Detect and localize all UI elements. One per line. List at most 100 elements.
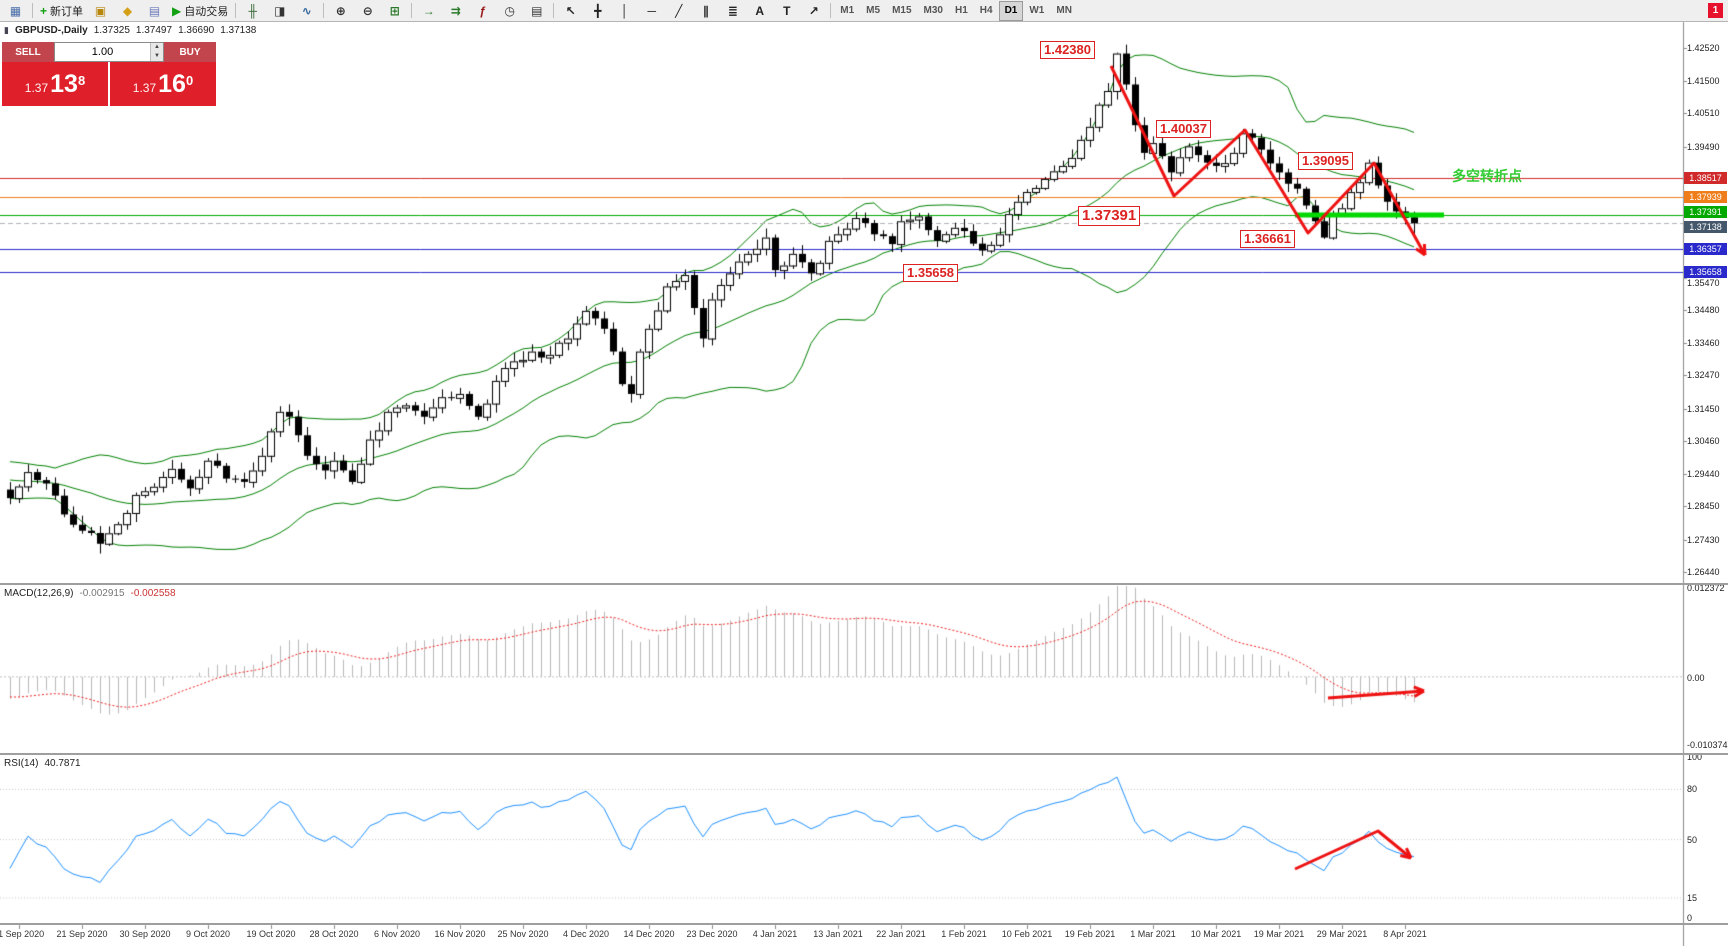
timeframe-button-h1[interactable]: H1: [954, 5, 968, 16]
bar-chart-icon: ╫: [248, 3, 257, 18]
candlestick-chart-icon: ◨: [274, 3, 286, 18]
volume-input[interactable]: [55, 43, 150, 61]
time-axis-label: 13 Jan 2021: [813, 929, 863, 939]
main-macd-splitter[interactable]: [0, 583, 1728, 585]
one-click-header: SELL ▲ ▼ BUY: [2, 42, 216, 62]
bar-chart-icon[interactable]: ╫: [239, 1, 266, 21]
timeframe-button-m15[interactable]: M15: [892, 5, 912, 16]
turning-point-label[interactable]: 多空转折点: [1452, 168, 1522, 184]
new-order-button: +: [40, 3, 48, 18]
timeframe-button-mn[interactable]: MN: [1056, 5, 1072, 16]
symbol-name: GBPUSD-,Daily: [14, 25, 88, 36]
price-tag-135658[interactable]: 1.35658: [903, 264, 958, 282]
periods-icon[interactable]: ◷: [496, 1, 523, 21]
chart-shift-icon[interactable]: ⇉: [442, 1, 469, 21]
toolbar-separator: [553, 3, 555, 18]
crosshair-icon[interactable]: ╋: [584, 1, 611, 21]
price-axis-label: 1.33460: [1687, 338, 1720, 349]
autotrading-button-label: 自动交易: [184, 5, 229, 18]
tile-windows-icon[interactable]: ⊞: [381, 1, 408, 21]
chart-title-bar: ▮ GBPUSD-,Daily 1.37325 1.37497 1.36690 …: [4, 25, 256, 36]
channel-icon[interactable]: ∥: [692, 1, 719, 21]
tile-windows-icon: ⊞: [389, 3, 400, 18]
chart-window-icon[interactable]: ▦: [2, 1, 29, 21]
cursor-icon[interactable]: ↖: [557, 1, 584, 21]
autotrading-button[interactable]: ▶ 自动交易: [168, 1, 232, 21]
buy-tab[interactable]: BUY: [164, 42, 216, 62]
price-tag-137391[interactable]: 1.37391: [1078, 206, 1141, 226]
price-tag-139095[interactable]: 1.39095: [1298, 152, 1353, 170]
toolbar-separator: [32, 3, 33, 18]
indicators-icon: ƒ: [479, 3, 487, 18]
one-click-trading-panel: SELL ▲ ▼ BUY 1.37138 1.37160: [2, 42, 216, 106]
volume-box: ▲ ▼: [54, 42, 164, 62]
new-order-button[interactable]: + 新订单: [36, 1, 87, 21]
price-tag-142380[interactable]: 1.42380: [1040, 41, 1095, 59]
label-icon[interactable]: T: [773, 1, 800, 21]
fibonacci-icon[interactable]: ≣: [719, 1, 746, 21]
chart-symbol-icon: ▮: [4, 25, 9, 35]
timeframe-button-d1[interactable]: D1: [998, 0, 1024, 21]
notification-badge[interactable]: 1: [1708, 3, 1723, 18]
rsi-timeaxis-splitter[interactable]: [0, 923, 1728, 925]
sell-tab[interactable]: SELL: [2, 42, 54, 62]
templates-icon: ▤: [531, 3, 543, 18]
timeframe-button-h4[interactable]: H4: [979, 5, 993, 16]
rsi-axis-label: 15: [1687, 892, 1698, 903]
zoom-out-icon[interactable]: ⊖: [354, 1, 381, 21]
timeframe-button-m5[interactable]: M5: [866, 5, 881, 16]
timeframe-button-m1[interactable]: M1: [840, 5, 855, 16]
low-value: 1.36690: [178, 25, 215, 36]
price-axis-label: 1.27430: [1687, 534, 1720, 545]
macd-axis-label: 0.012372: [1687, 583, 1725, 593]
time-axis-label: 8 Apr 2021: [1383, 929, 1427, 939]
data-window-icon[interactable]: ▤: [141, 1, 168, 21]
text-icon[interactable]: A: [746, 1, 773, 21]
timeframe-button-w1[interactable]: W1: [1029, 5, 1045, 16]
time-axis-label: 14 Dec 2020: [623, 929, 675, 939]
line-chart-icon[interactable]: ∿: [293, 1, 320, 21]
time-axis-label: 6 Nov 2020: [373, 929, 421, 939]
terminal-icon[interactable]: ▣: [87, 1, 114, 21]
data-window-icon: ▤: [148, 3, 161, 18]
macd-signal-value: -0.002558: [130, 588, 176, 599]
volume-spinner: ▲ ▼: [150, 43, 163, 61]
candlestick-chart-icon[interactable]: ◨: [266, 1, 293, 21]
sell-button[interactable]: 1.37138: [2, 62, 108, 106]
timeframe-button-m30[interactable]: M30: [923, 5, 943, 16]
macd-axis-label: 0.00: [1687, 672, 1705, 683]
price-axis-label: 1.41500: [1687, 76, 1720, 87]
time-axis-label: 10 Mar 2021: [1190, 929, 1242, 939]
level-price-badge: 1.37391: [1684, 206, 1727, 219]
macd-rsi-splitter[interactable]: [0, 753, 1728, 755]
buy-button[interactable]: 1.37160: [110, 62, 216, 106]
high-value: 1.37497: [135, 25, 173, 36]
rsi-name: RSI(14): [4, 758, 39, 769]
autotrading-button: ▶: [172, 3, 182, 18]
auto-scroll-icon: →: [422, 3, 435, 18]
price-tag-136661[interactable]: 1.36661: [1240, 230, 1295, 248]
templates-icon[interactable]: ▤: [523, 1, 550, 21]
volume-up-button[interactable]: ▲: [151, 43, 163, 52]
auto-scroll-icon[interactable]: →: [415, 1, 442, 21]
zoom-in-icon[interactable]: ⊕: [327, 1, 354, 21]
trendline-icon[interactable]: ╱: [665, 1, 692, 21]
price-axis-label: 1.40510: [1687, 108, 1720, 119]
price-tag-140037[interactable]: 1.40037: [1156, 120, 1211, 138]
volume-down-button[interactable]: ▼: [151, 52, 163, 61]
macd-main-value: -0.002915: [79, 588, 125, 599]
time-axis-label: 9 Oct 2020: [185, 929, 231, 939]
metaeditor-icon[interactable]: ◆: [114, 1, 141, 21]
label-icon: T: [783, 3, 791, 18]
terminal-icon: ▣: [94, 3, 107, 18]
indicators-icon[interactable]: ƒ: [469, 1, 496, 21]
arrows-icon[interactable]: ↗: [800, 1, 827, 21]
sell-price-point: 8: [77, 72, 86, 88]
price-axis-label: 1.31450: [1687, 403, 1720, 414]
metaeditor-icon: ◆: [122, 3, 133, 18]
horizontal-line-icon[interactable]: ─: [638, 1, 665, 21]
price-axis-label: 1.28450: [1687, 501, 1720, 512]
time-axis-label: 1 Mar 2021: [1130, 929, 1176, 939]
vertical-line-icon[interactable]: │: [611, 1, 638, 21]
